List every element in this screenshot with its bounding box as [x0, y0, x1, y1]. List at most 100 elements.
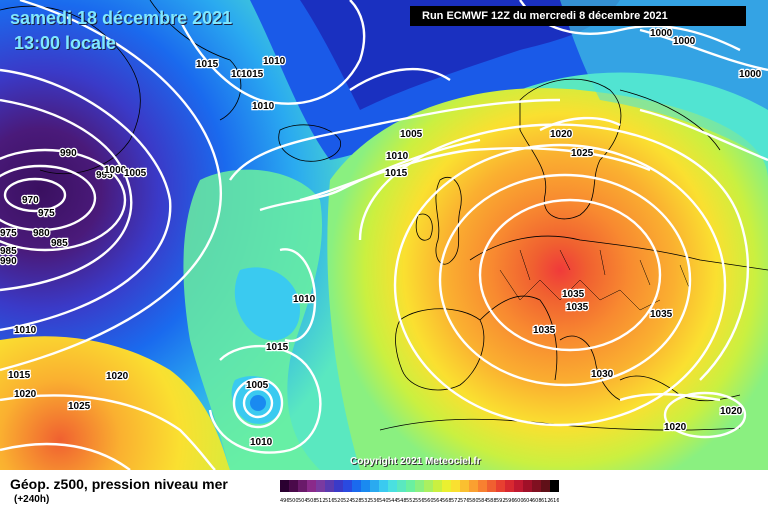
scale-label: 584 [478, 498, 487, 504]
scale-swatch [397, 480, 406, 492]
isobar-label: 1015 [241, 69, 264, 80]
scale-swatch [352, 480, 361, 492]
scale-swatch [361, 480, 370, 492]
scale-swatch [496, 480, 505, 492]
scale-swatch [289, 480, 298, 492]
scale-label: 580 [469, 498, 478, 504]
scale-swatch [343, 480, 352, 492]
isobar-label: 1020 [720, 406, 743, 417]
scale-label: 508 [307, 498, 316, 504]
scale-label: 560 [424, 498, 433, 504]
isobar-label: 1015 [8, 370, 31, 381]
scale-swatch [523, 480, 532, 492]
isobar-label: 990 [60, 148, 77, 159]
isobar-label: 1010 [263, 56, 286, 67]
isobar-label: 990 [0, 256, 17, 267]
scale-swatch [370, 480, 379, 492]
isobar-label: 1010 [14, 325, 37, 336]
scale-label: 600 [514, 498, 523, 504]
scale-swatch [316, 480, 325, 492]
scale-label: 500 [289, 498, 298, 504]
isobar-label: 975 [0, 228, 17, 239]
color-scale-labels: 496 500 504 508 512 516 520 524 528 532 536 540 544 5… [280, 498, 559, 504]
isobar-label: 1035 [566, 302, 589, 313]
isobar-label: 1025 [68, 401, 91, 412]
scale-swatch [424, 480, 433, 492]
isobar-label: 1035 [650, 309, 673, 320]
scale-label: 572 [451, 498, 460, 504]
scale-label: 552 [406, 498, 415, 504]
scale-swatch [280, 480, 289, 492]
scale-label: 544 [388, 498, 397, 504]
isobar-label: 985 [0, 246, 17, 257]
scale-swatch [478, 480, 487, 492]
isobar-label: 1020 [550, 129, 573, 140]
scale-swatch [487, 480, 496, 492]
isobar-label: 1000 [104, 165, 127, 176]
isobar-label: 1025 [571, 148, 594, 159]
footer-title: Géop. z500, pression niveau mer [10, 476, 228, 492]
isobars [0, 0, 768, 470]
scale-label: 556 [415, 498, 424, 504]
scale-label: 504 [298, 498, 307, 504]
isobar-label: 1005 [246, 380, 269, 391]
isobar-label: 1015 [385, 168, 408, 179]
scale-swatch [307, 480, 316, 492]
scale-label: 596 [505, 498, 514, 504]
scale-label: 612 [541, 498, 550, 504]
isobar-label: 975 [38, 208, 55, 219]
isobar-label: 1010 [252, 101, 275, 112]
footer-subtitle: (+240h) [14, 494, 50, 505]
scale-label: 592 [496, 498, 505, 504]
copyright-text: Copyright 2021 Meteociel.fr [350, 456, 481, 467]
isobar-label: 1005 [400, 129, 423, 140]
scale-swatch [433, 480, 442, 492]
scale-label: 576 [460, 498, 469, 504]
weather-map: 1015 1010 1015 1010 1010 1005 1010 1015 … [0, 0, 768, 470]
scale-swatch [532, 480, 541, 492]
scale-swatch [298, 480, 307, 492]
scale-swatch [442, 480, 451, 492]
scale-label: 532 [361, 498, 370, 504]
scale-swatch [514, 480, 523, 492]
map-footer: Géop. z500, pression niveau mer (+240h) … [0, 470, 768, 512]
run-info: Run ECMWF 12Z du mercredi 8 décembre 202… [410, 6, 746, 26]
isobar-label: 1000 [739, 69, 762, 80]
isobar-label: 1030 [591, 369, 614, 380]
scale-label: 564 [433, 498, 442, 504]
forecast-time: 13:00 locale [14, 33, 117, 53]
isobar-label: 995 [96, 170, 113, 181]
isobar-label: 1015 [266, 342, 289, 353]
scale-swatch [415, 480, 424, 492]
scale-label: 616 [550, 498, 559, 504]
scale-label: 520 [334, 498, 343, 504]
isobar-label: 1020 [664, 422, 687, 433]
scale-swatch [388, 480, 397, 492]
isobar-label: 1005 [124, 168, 147, 179]
scale-swatch [550, 480, 559, 492]
isobar-label: 1035 [533, 325, 556, 336]
scale-swatch [379, 480, 388, 492]
scale-label: 608 [532, 498, 541, 504]
color-scale [280, 480, 559, 492]
scale-label: 496 [280, 498, 289, 504]
isobar-labels: 1015 1010 1015 1010 1010 1005 1010 1015 … [0, 27, 763, 450]
isobar-label: 1020 [14, 389, 37, 400]
scale-swatch [451, 480, 460, 492]
scale-swatch [325, 480, 334, 492]
isobar-label: 1010 [293, 294, 316, 305]
scale-label: 516 [325, 498, 334, 504]
scale-swatch [406, 480, 415, 492]
scale-label: 568 [442, 498, 451, 504]
isobar-label: 970 [22, 195, 39, 206]
scale-swatch [541, 480, 550, 492]
isobar-label: 1010 [231, 69, 254, 80]
scale-label: 588 [487, 498, 496, 504]
isobar-label: 1035 [562, 289, 585, 300]
scale-label: 540 [379, 498, 388, 504]
isobar-label: 1010 [386, 151, 409, 162]
scale-swatch [469, 480, 478, 492]
scale-label: 536 [370, 498, 379, 504]
isobar-label: 1000 [650, 28, 673, 39]
